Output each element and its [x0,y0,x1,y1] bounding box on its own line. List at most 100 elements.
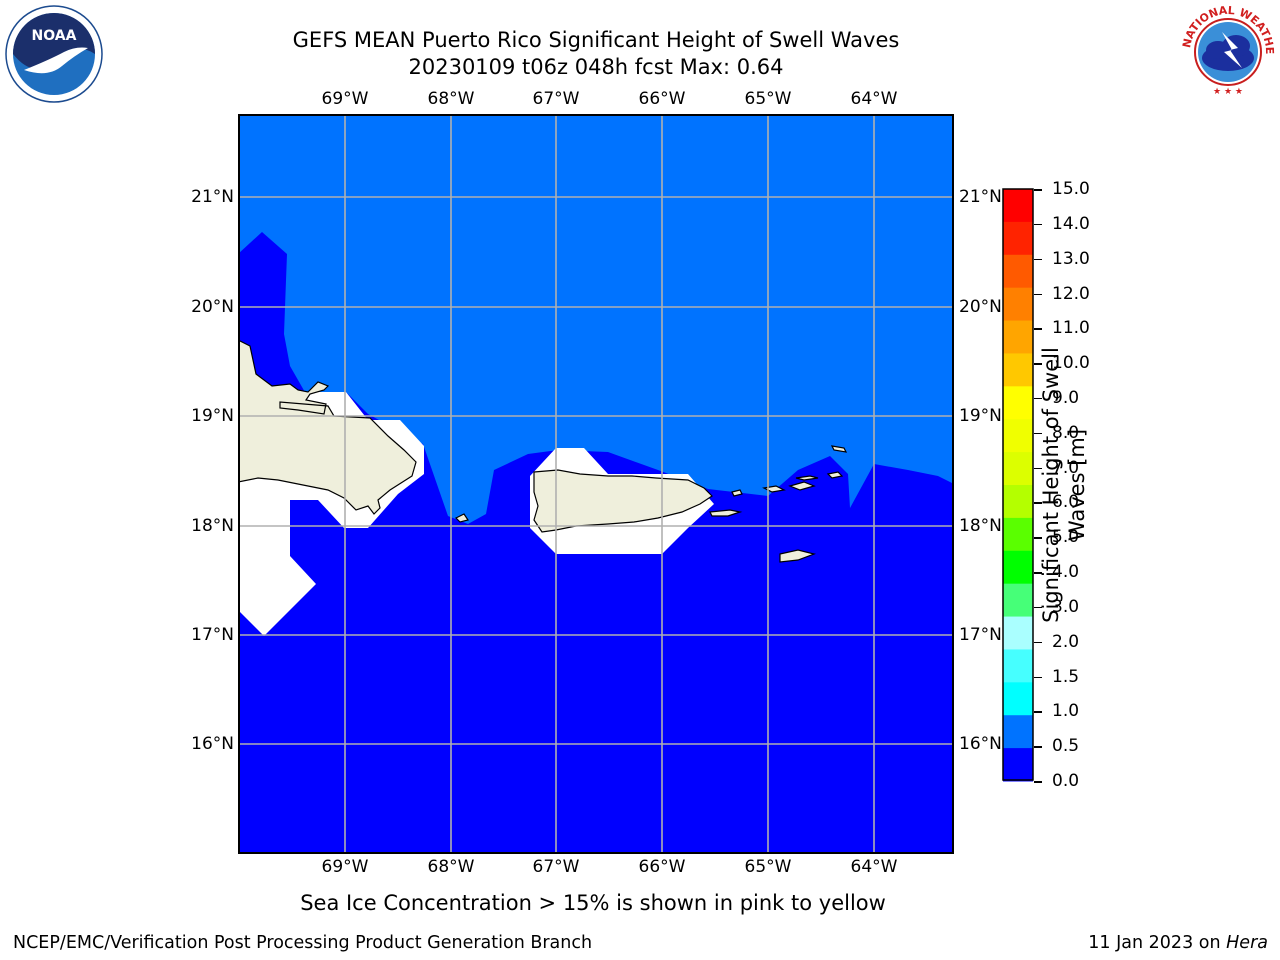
colorbar-tick-mark [1034,572,1042,574]
colorbar-tick-label: 12.0 [1052,283,1090,304]
colorbar-tick-label: 15.0 [1052,179,1090,199]
island-st-croix [779,549,817,563]
lat-tick-right: 16°N [959,734,1002,754]
colorbar-tick-mark [1034,363,1042,365]
lat-tick-left: 18°N [191,516,234,536]
island-virgin-1 [762,485,786,493]
colorbar-tick-mark [1034,258,1042,261]
colorbar [1002,188,1034,782]
footer-date: 11 Jan 2023 on Hera [1088,932,1268,954]
colorbar-swatch [1003,550,1033,585]
colorbar-tick-mark [1034,293,1042,295]
chart-subtitle: 20230109 t06z 048h fcst Max: 0.64 [408,55,784,79]
colorbar-swatch [1003,320,1033,354]
colorbar-tick-mark [1034,641,1042,644]
colorbar-tick-mark [1034,676,1042,678]
chart-title: GEFS MEAN Puerto Rico Significant Height… [292,28,900,52]
island-virgin-2 [788,481,816,491]
svg-text:NOAA: NOAA [32,28,77,44]
colorbar-swatch [1003,715,1033,749]
colorbar-swatch [1003,452,1033,486]
lat-tick-right: 18°N [959,516,1002,536]
lat-tick-right: 20°N [959,297,1002,317]
colorbar-tick-mark [1034,397,1042,400]
colorbar-swatch [1003,682,1033,716]
colorbar-tick-label: 5.0 [1052,527,1080,548]
island-sombrero [830,445,848,453]
land-puerto-rico [533,469,713,533]
colorbar-tick-label: 6.0 [1052,492,1080,513]
lat-tick-left: 16°N [191,734,234,754]
colorbar-tick-label: 3.0 [1052,596,1080,617]
colorbar-swatch [1003,254,1033,289]
colorbar-swatch [1003,189,1033,223]
colorbar-swatch [1003,748,1033,782]
footer-org: NCEP/EMC/Verification Post Processing Pr… [13,933,593,953]
lat-tick-left: 20°N [191,297,234,317]
island-mona [454,513,469,523]
colorbar-tick-mark [1034,746,1042,748]
map-panel [238,114,954,854]
colorbar-tick-label: 1.0 [1052,701,1080,722]
lat-tick-right: 19°N [959,406,1002,426]
lon-tick-bottom: 66°W [638,857,686,877]
noaa-logo: NOAA [5,5,103,103]
colorbar-swatch [1003,287,1033,322]
colorbar-tick-mark [1034,502,1042,504]
colorbar-title: Significant Height of Swell Waves [m] [1039,347,1089,623]
colorbar-swatch [1003,353,1033,387]
colorbar-swatch [1003,386,1033,420]
lon-tick-top: 67°W [532,89,580,109]
colorbar-swatch [1003,649,1033,683]
colorbar-tick-label: 2.0 [1052,631,1080,652]
colorbar-tick-mark [1034,467,1042,470]
colorbar-tick-mark [1034,606,1042,609]
lat-tick-left: 19°N [191,406,234,426]
lon-tick-bottom: 67°W [532,857,580,877]
island-virgin-3 [795,475,819,481]
lat-tick-right: 21°N [959,187,1002,207]
colorbar-tick-label: 0.0 [1052,771,1080,791]
colorbar-tick-mark [1034,328,1042,330]
lon-tick-bottom: 65°W [744,857,792,877]
lon-tick-bottom: 64°W [850,857,898,877]
colorbar-tick-mark [1034,223,1042,226]
colorbar-tick-label: 4.0 [1052,562,1080,583]
colorbar-tick-mark [1034,711,1042,713]
colorbar-tick-label: 10.0 [1052,353,1090,374]
lat-tick-right: 17°N [959,625,1002,645]
colorbar-tick-label: 13.0 [1052,248,1090,269]
colorbar-tick-mark [1034,189,1042,191]
lon-tick-top: 65°W [744,89,792,109]
colorbar-swatch [1003,485,1033,519]
svg-text:★ ★ ★: ★ ★ ★ [1213,87,1243,97]
colorbar-tick-label: 7.0 [1052,457,1080,478]
colorbar-tick-label: 0.5 [1052,736,1080,757]
colorbar-tick-mark [1034,432,1042,435]
map-gridlines [238,114,954,854]
colorbar-tick-mark [1034,537,1042,539]
island-culebra [731,489,743,497]
lon-tick-bottom: 69°W [321,857,369,877]
sea-ice-note: Sea Ice Concentration > 15% is shown in … [300,891,886,915]
lon-tick-top: 64°W [850,89,898,109]
lon-tick-top: 66°W [638,89,686,109]
colorbar-swatch [1003,616,1033,650]
colorbar-tick-label: 1.5 [1052,666,1080,687]
colorbar-tick-label: 8.0 [1052,422,1080,443]
colorbar-swatch [1003,517,1033,552]
colorbar-tick-label: 11.0 [1052,318,1090,339]
footer-date-text: 11 Jan 2023 on [1088,933,1227,953]
nws-logo: NATIONAL WEATHER SERVICE ★ ★ ★ [1178,2,1276,99]
colorbar-tick-mark [1034,781,1042,783]
lat-tick-left: 17°N [191,625,234,645]
lat-tick-left: 21°N [191,187,234,207]
island-vieques [709,509,743,517]
island-anegada [826,471,844,479]
colorbar-tick-label: 9.0 [1052,387,1080,408]
colorbar-tick-label: 14.0 [1052,213,1090,234]
map-frame [238,114,954,854]
lon-tick-top: 68°W [427,89,475,109]
lon-tick-top: 69°W [321,89,369,109]
lon-tick-bottom: 68°W [427,857,475,877]
